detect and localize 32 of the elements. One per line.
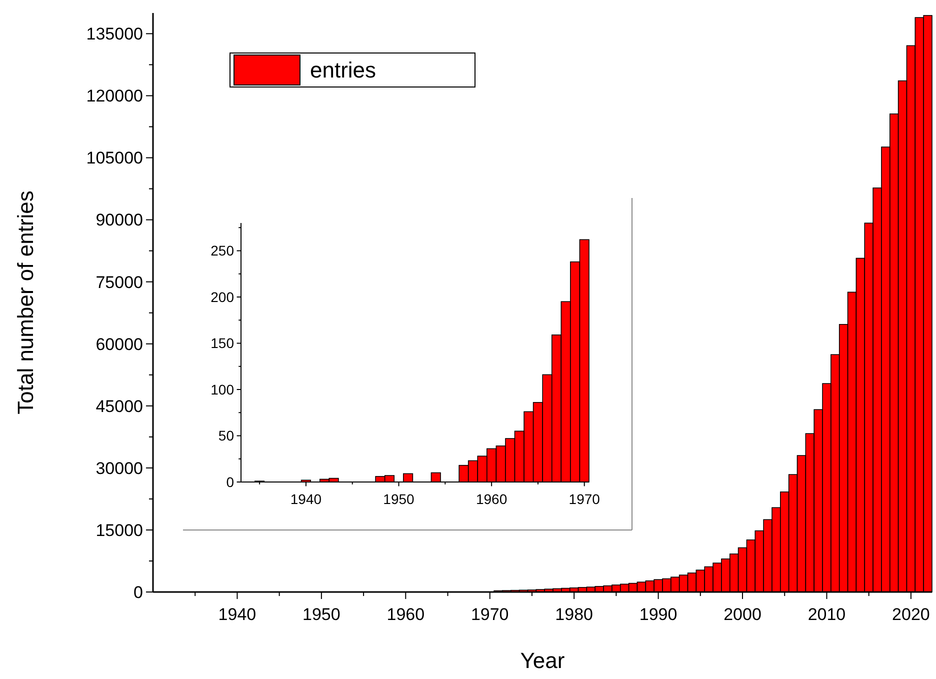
y-tick-label: 150 <box>210 335 234 352</box>
y-tick-label: 50 <box>218 428 234 444</box>
y-tick-label: 0 <box>226 474 234 490</box>
y-tick-label: 90000 <box>96 210 143 230</box>
x-tick-label: 1940 <box>290 491 322 507</box>
y-tick-label: 120000 <box>86 86 143 106</box>
x-tick-label: 1990 <box>639 605 678 624</box>
x-tick-label: 1950 <box>383 491 415 507</box>
y-tick-label: 30000 <box>96 458 143 478</box>
x-tick-label: 1970 <box>470 605 509 624</box>
x-tick-label: 1980 <box>555 605 593 624</box>
x-tick-label: 1970 <box>568 491 600 507</box>
y-tick-label: 60000 <box>96 334 143 354</box>
x-tick-label: 1960 <box>386 605 425 624</box>
y-axis-title: Total number of entries <box>13 190 38 414</box>
x-tick-label: 1940 <box>218 605 256 624</box>
y-tick-label: 75000 <box>96 272 143 292</box>
x-tick-label: 2000 <box>724 605 762 624</box>
y-tick-label: 15000 <box>96 520 143 540</box>
y-tick-label: 135000 <box>86 24 143 44</box>
x-tick-label: 2010 <box>808 605 846 624</box>
y-tick-label: 105000 <box>86 148 143 168</box>
y-tick-label: 200 <box>210 288 234 305</box>
x-tick-label: 1950 <box>302 605 340 624</box>
y-tick-label: 250 <box>210 242 234 259</box>
x-tick-label: 2020 <box>892 605 930 624</box>
y-tick-label: 45000 <box>96 396 143 416</box>
x-axis-title: Year <box>520 648 565 673</box>
y-tick-label: 100 <box>210 381 234 398</box>
x-tick-label: 1960 <box>476 491 508 507</box>
y-tick-label: 0 <box>134 582 143 602</box>
legend-label: entries <box>310 58 376 83</box>
